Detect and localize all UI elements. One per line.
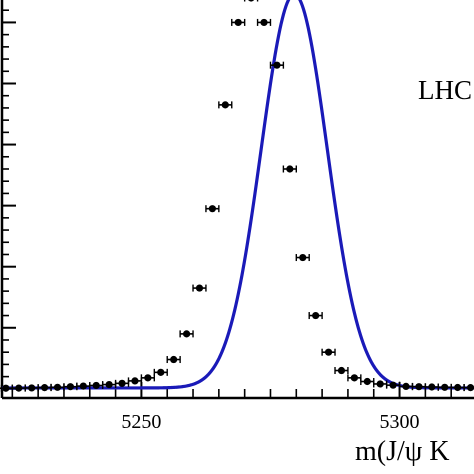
data-point [92, 381, 100, 390]
data-point [2, 384, 10, 392]
x-tick-label: 5250 [121, 411, 161, 433]
data-point [428, 383, 436, 391]
data-point [170, 355, 178, 364]
data-point [312, 311, 320, 320]
data-point [15, 384, 23, 392]
data-point [337, 366, 346, 375]
experiment-label: LHC [418, 75, 472, 105]
data-point [105, 380, 113, 389]
data-point [376, 380, 384, 388]
data-point [40, 384, 49, 392]
data-point [441, 383, 449, 391]
data-point [299, 253, 307, 262]
data-point [66, 383, 75, 391]
fit-curve-group [2, 0, 474, 390]
data-point [234, 18, 242, 27]
data-point [248, 0, 255, 2]
data-point [53, 383, 62, 391]
data-point [131, 377, 139, 385]
data-point [273, 61, 281, 69]
data-point [363, 377, 371, 386]
data-point [221, 101, 229, 109]
data-points-group [0, 0, 474, 392]
data-point [28, 384, 36, 392]
data-point [260, 18, 268, 27]
data-point [389, 381, 397, 389]
data-point [157, 368, 165, 376]
x-tick-label: 5300 [380, 411, 420, 433]
x-tick-labels: 5250 5300 [121, 411, 419, 433]
data-point [286, 165, 294, 173]
data-point [466, 384, 474, 392]
fit-line [2, 0, 474, 390]
data-point [454, 383, 462, 392]
data-point [79, 382, 87, 390]
plot-frame [0, 0, 474, 400]
x-axis-label: m(J/ψ K [355, 436, 450, 467]
y-axis-ticks [2, 9, 16, 390]
data-point [350, 374, 358, 382]
data-point [182, 330, 191, 338]
data-point [324, 348, 333, 356]
data-point [118, 379, 126, 387]
data-point [402, 382, 410, 390]
data-point [415, 383, 423, 391]
data-point [144, 374, 152, 382]
data-point [208, 205, 216, 213]
data-point [195, 284, 204, 292]
